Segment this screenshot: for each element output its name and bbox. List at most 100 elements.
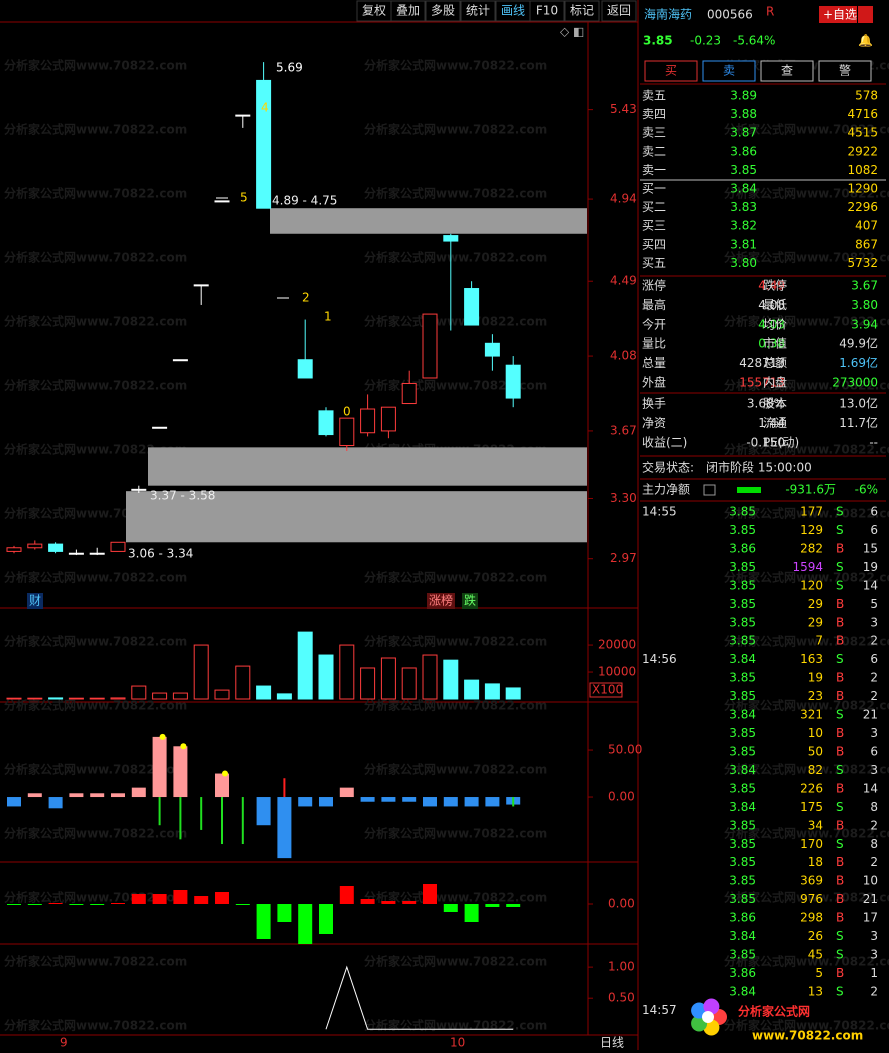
logo-url: www.70822.com (752, 1029, 863, 1043)
trade-button[interactable] (818, 60, 872, 82)
candle-body (6, 547, 22, 552)
watermark: 分析家公式网www.70822.com (364, 314, 547, 329)
trade-side: B (836, 966, 844, 980)
book-label: 卖二 (642, 144, 666, 158)
indicator-bar (443, 904, 458, 912)
trade-volume: 13 (808, 984, 823, 998)
trade-volume: 23 (808, 689, 823, 703)
y-tick-label: 1.00 (608, 960, 635, 974)
event-box (427, 593, 455, 609)
watermark: 分析家公式网www.70822.com (4, 442, 187, 457)
main-force-icon (703, 484, 716, 496)
trade-price: 3.85 (729, 744, 756, 758)
trade-volume: 170 (800, 837, 823, 851)
indicator-bar (277, 904, 292, 922)
toolbar-label[interactable]: 叠加 (396, 4, 420, 18)
annotation: 5.69 (276, 61, 303, 75)
trade-price: 3.86 (729, 541, 756, 555)
trade-count: 2 (870, 818, 878, 832)
indicator-bar (173, 890, 188, 904)
trade-button-label[interactable]: 警 (839, 63, 851, 78)
candle-body (152, 426, 168, 429)
volume-bar (6, 697, 22, 700)
book-volume: 407 (855, 219, 878, 233)
trade-count: 2 (870, 855, 878, 869)
stat-value: 4.49 (758, 279, 785, 293)
book-label: 卖四 (642, 107, 666, 121)
toolbar-button[interactable] (390, 0, 426, 22)
trade-button[interactable] (644, 60, 698, 82)
bar-dot (159, 733, 166, 740)
indicator-bar (381, 797, 396, 802)
watermark: 分析家公式网www.70822.com (724, 378, 889, 393)
trade-price: 3.84 (729, 800, 756, 814)
book-price: 3.80 (730, 256, 757, 270)
book-price: 3.87 (730, 126, 757, 140)
indicator-bar (339, 787, 354, 798)
toolbar-label[interactable]: 复权 (362, 4, 386, 18)
trade-count: 8 (870, 837, 878, 851)
trade-button[interactable] (702, 60, 756, 82)
trade-button-label[interactable]: 查 (781, 64, 793, 78)
stat-value: -- (869, 436, 878, 450)
trade-price: 3.85 (729, 597, 756, 611)
x-axis-label: 9 (60, 1036, 68, 1050)
annotation: 0 (343, 405, 351, 419)
toolbar-button[interactable] (460, 0, 496, 22)
stat-value: 155713 (739, 376, 785, 390)
toolbar-button[interactable] (601, 0, 637, 22)
watermark: 分析家公式网www.70822.com (4, 314, 187, 329)
toolbar-label[interactable]: 多股 (431, 4, 455, 18)
trade-price: 3.85 (729, 615, 756, 629)
trade-side: S (836, 929, 844, 943)
y-tick-label: 4.94 (610, 192, 637, 206)
trade-button-label[interactable]: 买 (665, 64, 677, 78)
trade-side: B (836, 615, 844, 629)
toolbar-label[interactable]: 统计 (466, 4, 490, 18)
trade-volume: 10 (808, 726, 823, 740)
bar-dot (222, 770, 228, 777)
trade-side: B (836, 671, 844, 685)
watermark: 分析家公式网www.70822.com (724, 314, 889, 329)
volume-bar (464, 679, 480, 700)
indicator-bar (485, 797, 500, 807)
volume-bar (131, 685, 147, 700)
event-label: 涨榜 (429, 593, 453, 608)
logo: 分析家公式网 www.70822.com (691, 998, 863, 1043)
book-label: 买四 (642, 237, 666, 251)
trade-price: 3.86 (729, 966, 756, 980)
icon[interactable]: ◇ ◧ (560, 25, 584, 39)
indicator-bar (7, 904, 21, 905)
indicator-bar (360, 797, 375, 802)
unit-label: X100 (592, 683, 623, 697)
volume-bar (256, 685, 272, 700)
trade-volume: 282 (800, 541, 823, 555)
book-volume: 4716 (847, 107, 878, 121)
toolbar-label[interactable]: F10 (536, 4, 558, 18)
toolbar-button[interactable] (564, 0, 600, 22)
trade-count: 2 (870, 984, 878, 998)
stat-label: 外盘 (642, 375, 666, 390)
toolbar-label[interactable]: 标记 (570, 4, 594, 18)
annotation: 2 (302, 291, 310, 305)
trade-button[interactable] (760, 60, 814, 82)
toolbar-button[interactable] (425, 0, 461, 22)
trade-side: S (836, 523, 844, 537)
book-label: 买一 (642, 182, 666, 196)
toolbar-label[interactable]: 画线 (501, 4, 525, 18)
annotation: 5 (240, 191, 248, 205)
watermark: 分析家公式网www.70822.com (4, 954, 187, 969)
indicator-bar (173, 746, 188, 798)
toolbar-label[interactable]: 返回 (607, 4, 631, 18)
favorite-button[interactable] (819, 6, 857, 23)
trade-volume: 7 (815, 634, 823, 648)
watermark: 分析家公式网www.70822.com (364, 954, 547, 969)
y-tick-label: 3.30 (610, 491, 637, 505)
main-force-label: 主力净额 (642, 483, 690, 497)
watermark: 分析家公式网www.70822.com (4, 250, 187, 265)
trade-price: 3.85 (729, 855, 756, 869)
volume-bar (68, 697, 84, 700)
trade-button-label[interactable]: 卖 (723, 64, 735, 78)
toolbar-button[interactable] (529, 0, 565, 22)
candle-body (27, 543, 43, 549)
